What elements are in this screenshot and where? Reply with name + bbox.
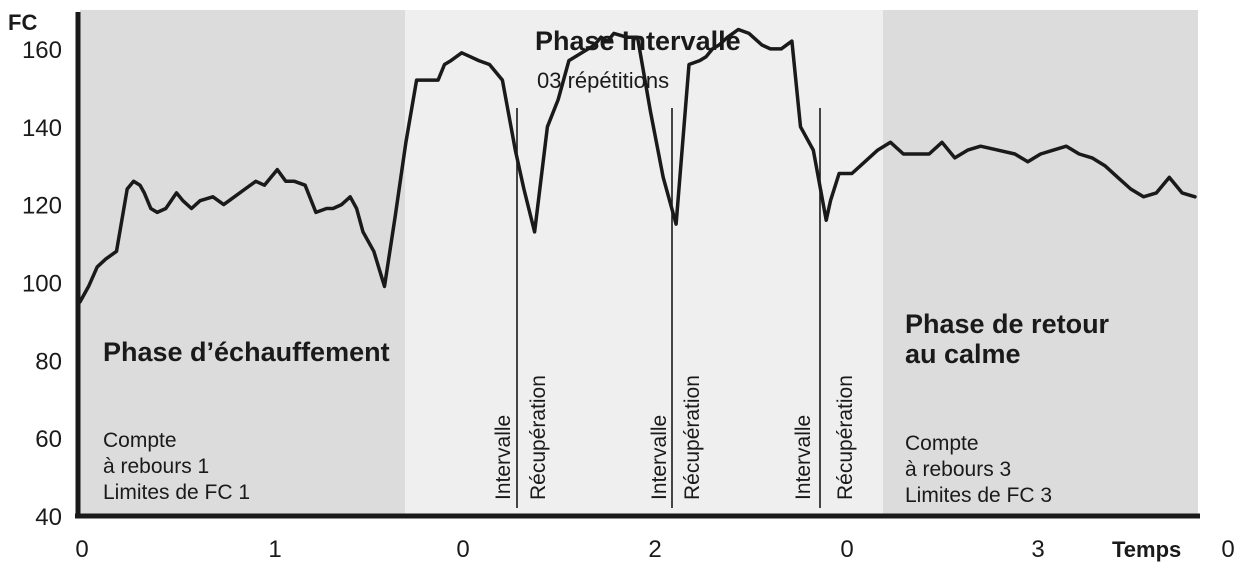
y-tick-label: 120 xyxy=(22,193,62,220)
cooldown-note-line-2: à rebours 3 xyxy=(905,458,1011,481)
interval-label: Intervalle xyxy=(792,415,815,500)
cooldown-note-line-3: Limites de FC 3 xyxy=(905,484,1052,507)
recovery-label: Récupération xyxy=(527,375,550,500)
interval-band xyxy=(405,10,883,515)
warmup-note-line-2: à rebours 1 xyxy=(103,455,209,478)
cooldown-note-line-1: Compte xyxy=(905,432,979,455)
cooldown-phase-title-line-2: au calme xyxy=(905,339,1021,369)
cooldown-band xyxy=(883,10,1198,515)
x-tick-label: 0 xyxy=(75,536,88,563)
x-axis-label: Temps xyxy=(1112,537,1181,562)
y-axis-label: FC xyxy=(8,10,37,35)
warmup-note-line-1: Compte xyxy=(103,429,177,452)
y-tick-label: 100 xyxy=(22,270,62,297)
y-tick-label: 160 xyxy=(22,37,62,64)
x-tick-label: 0 xyxy=(456,536,469,563)
x-tick-label: 0 xyxy=(1221,536,1234,563)
y-tick-label: 60 xyxy=(35,426,62,453)
warmup-phase-title: Phase d’échauffement xyxy=(103,337,390,367)
x-tick-label: 3 xyxy=(1031,536,1044,563)
x-tick-label: 2 xyxy=(648,536,661,563)
recovery-label: Récupération xyxy=(681,375,704,500)
warmup-band xyxy=(80,10,405,515)
y-tick-label: 40 xyxy=(35,504,62,531)
interval-phase-subtitle: 03 répétitions xyxy=(537,68,669,93)
y-tick-label: 140 xyxy=(22,115,62,142)
x-tick-label: 0 xyxy=(840,536,853,563)
recovery-label: Récupération xyxy=(834,375,857,500)
interval-label: Intervalle xyxy=(492,415,515,500)
x-tick-label: 1 xyxy=(268,536,281,563)
warmup-note-line-3: Limites de FC 1 xyxy=(103,481,250,504)
interval-label: Intervalle xyxy=(648,415,671,500)
heart-rate-series-line xyxy=(78,27,1197,304)
y-tick-label: 80 xyxy=(35,348,62,375)
cooldown-phase-title-line-1: Phase de retour xyxy=(905,309,1110,339)
